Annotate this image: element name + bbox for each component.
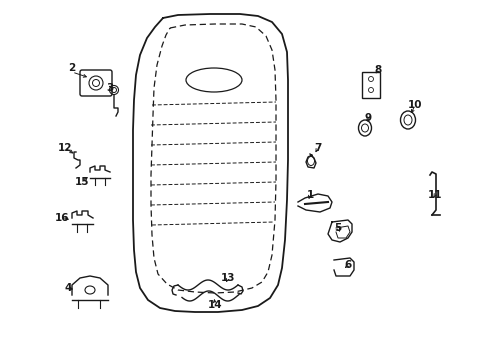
- Bar: [361, 72, 379, 98]
- Text: 5: 5: [334, 223, 341, 233]
- Text: 12: 12: [58, 143, 72, 153]
- Text: 4: 4: [64, 283, 72, 293]
- Text: 8: 8: [374, 65, 381, 75]
- Text: 6: 6: [344, 260, 351, 270]
- Text: 7: 7: [314, 143, 321, 153]
- Text: 3: 3: [106, 83, 113, 93]
- Text: 10: 10: [407, 100, 421, 110]
- Text: 2: 2: [68, 63, 76, 73]
- Text: 13: 13: [220, 273, 235, 283]
- Text: 14: 14: [207, 300, 222, 310]
- Text: 1: 1: [306, 190, 313, 200]
- Text: 15: 15: [75, 177, 89, 187]
- Text: 11: 11: [427, 190, 441, 200]
- Text: 9: 9: [364, 113, 371, 123]
- Text: 16: 16: [55, 213, 69, 223]
